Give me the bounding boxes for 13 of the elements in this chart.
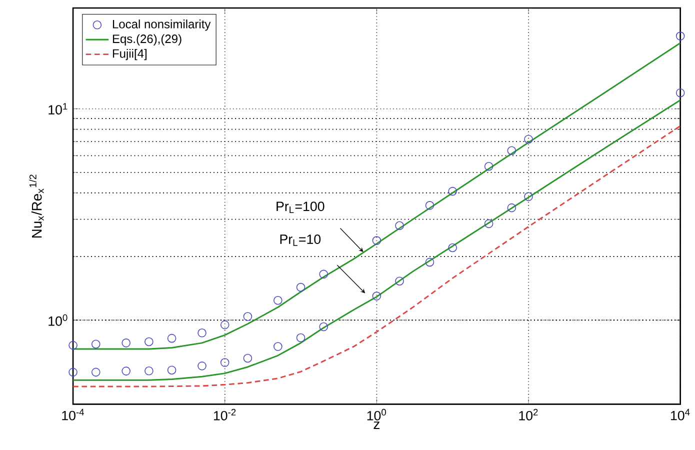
y-tick-label: 10$^{1}$	[48, 103, 68, 114]
y-axis-title: Nu$_{x}$/Re$_{x}$1/2	[29, 174, 44, 238]
x-tick-label: 10$^{-4}$	[62, 408, 84, 420]
legend-label: Eqs.(26),(29)	[112, 34, 182, 46]
x-tick-label: 10$^{-2}$	[214, 408, 236, 420]
x-tick-label: 10$^{0}$	[367, 408, 386, 420]
legend-label: Fujii[4]	[112, 48, 146, 60]
x-tick-label: 10$^{4}$	[671, 408, 690, 420]
annotation: Pr$_{L}$=100	[276, 202, 324, 213]
legend-label: Local nonsimilarity	[112, 19, 211, 31]
annotation: Pr$_{L}$=10	[280, 234, 321, 246]
x-tick-label: 10$^{2}$	[519, 408, 538, 420]
x-axis-title: z	[374, 421, 380, 429]
